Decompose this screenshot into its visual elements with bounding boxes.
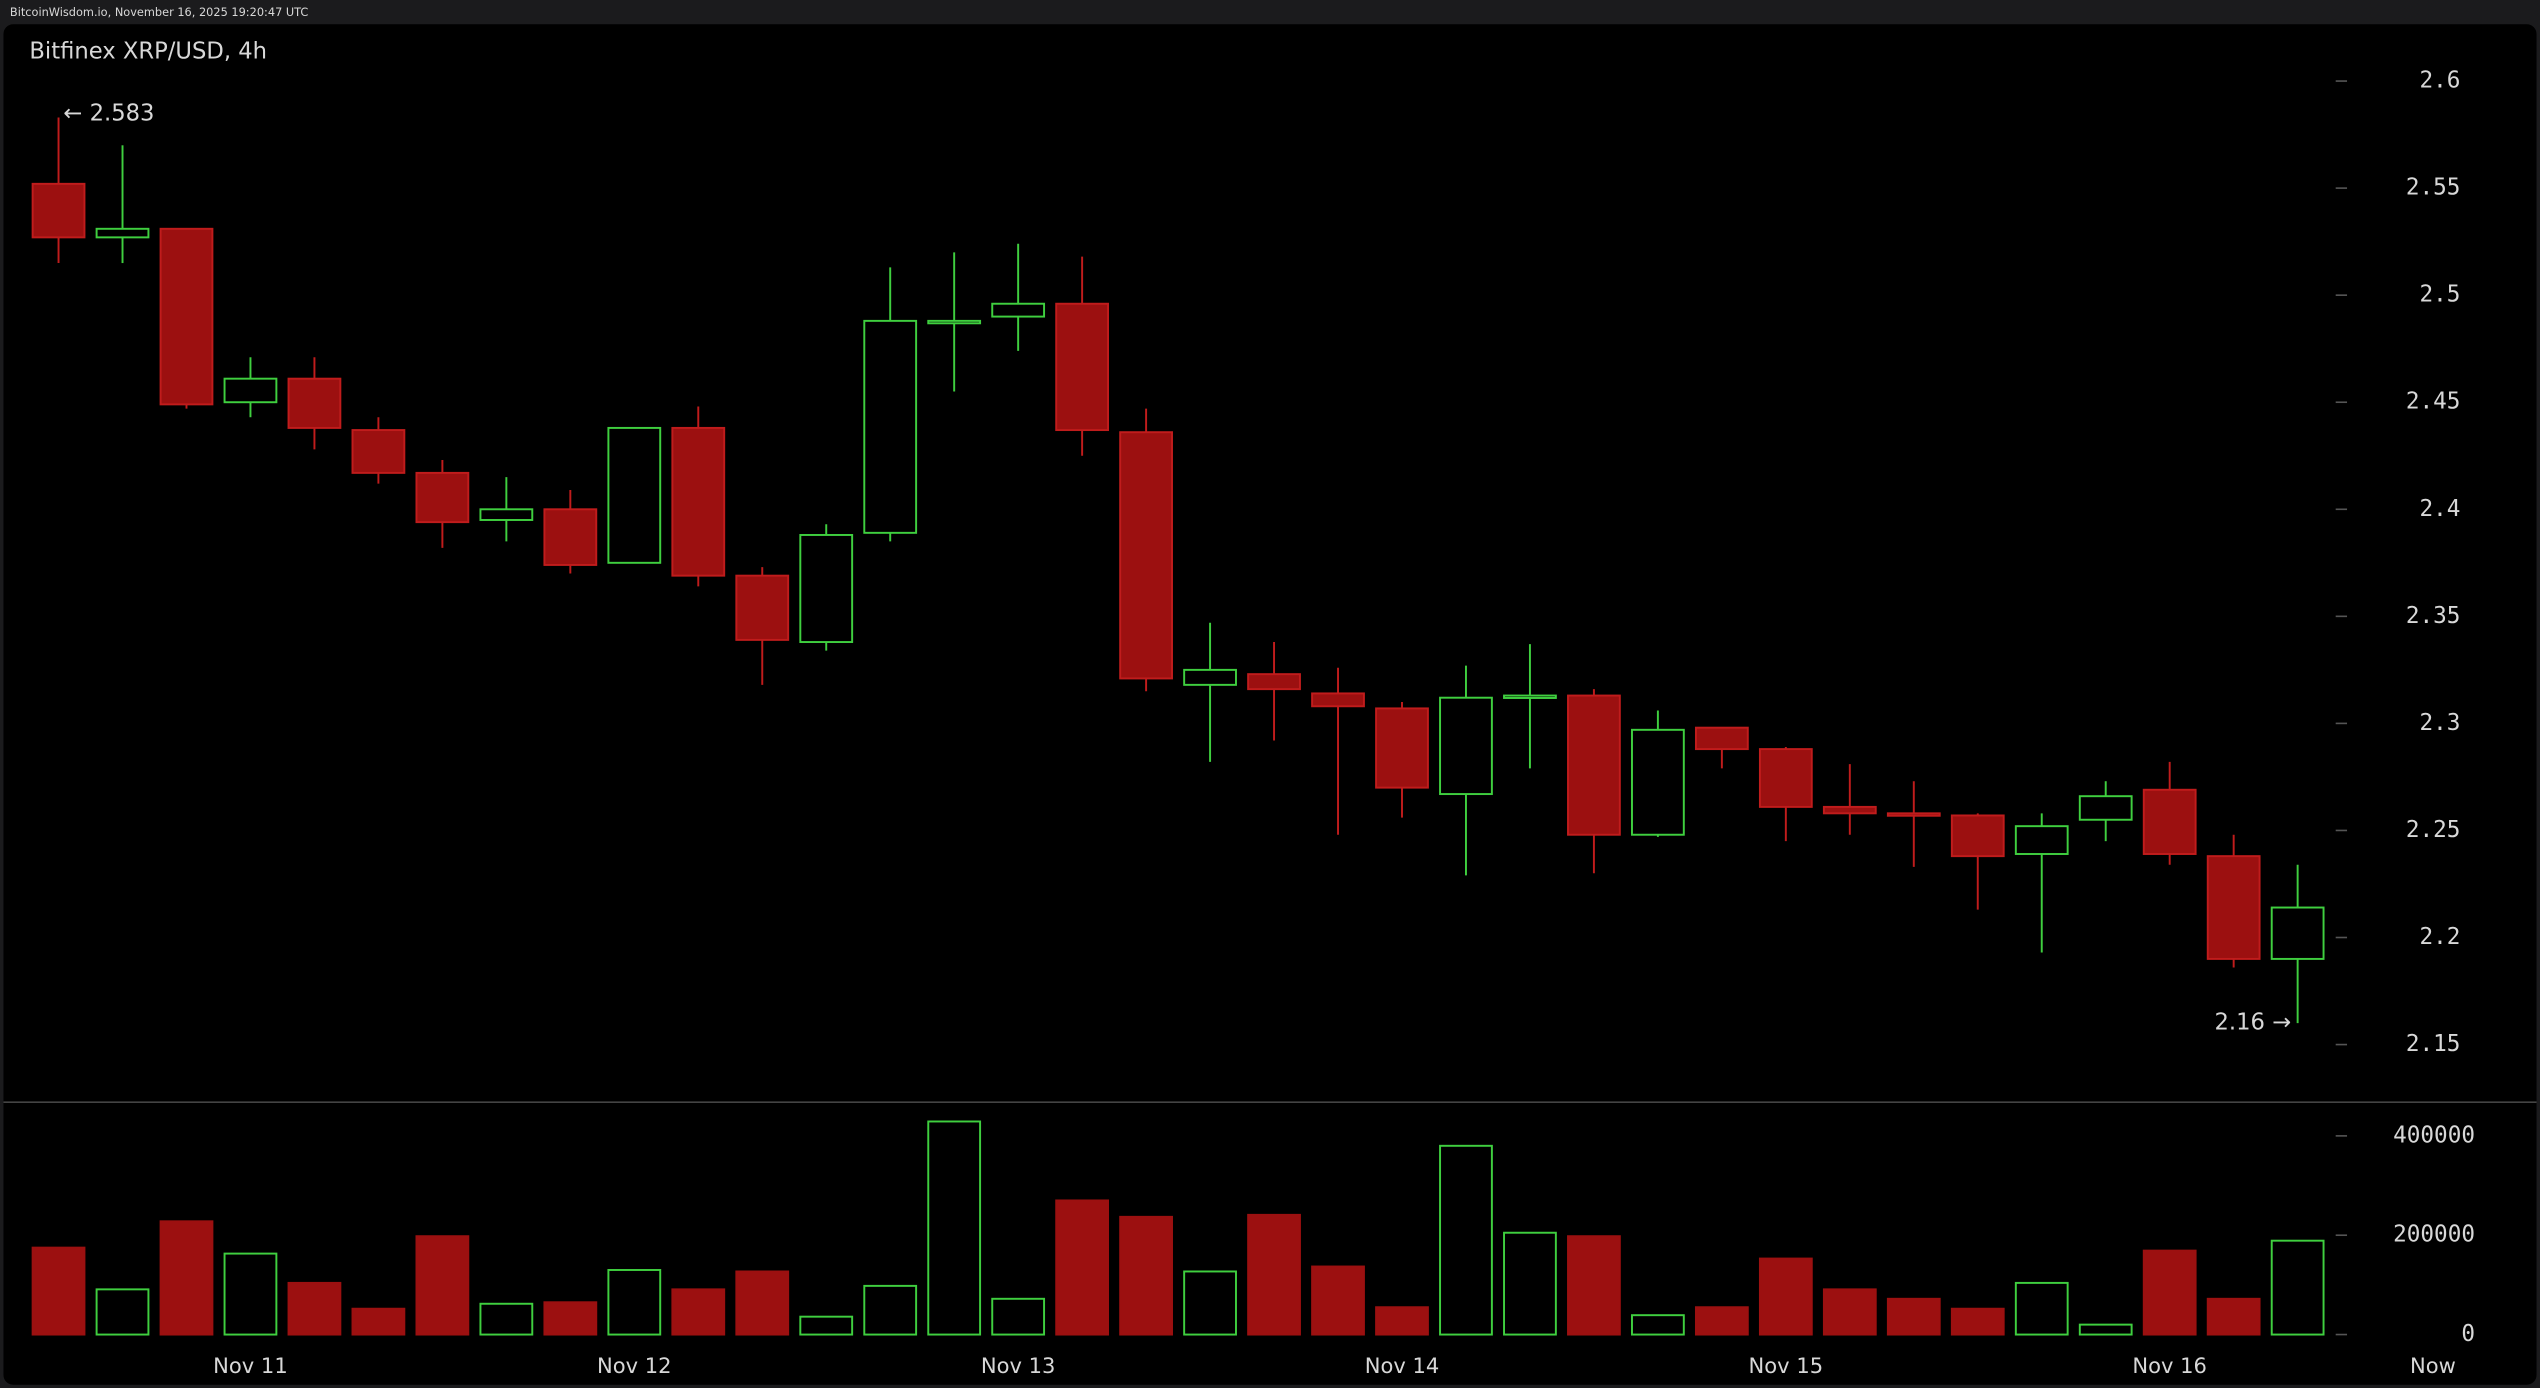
- candle-body: [1758, 748, 1813, 808]
- volume-bar: [287, 1281, 342, 1336]
- candle-body: [95, 227, 150, 239]
- candle-body: [223, 377, 278, 404]
- volume-bar: [799, 1315, 854, 1336]
- candle-body: [735, 574, 790, 641]
- candle-body: [1439, 696, 1493, 796]
- volume-bar: [671, 1288, 726, 1336]
- volume-tick-label: 200000: [2393, 1222, 2475, 1248]
- volume-bar: [991, 1297, 1046, 1336]
- candle-body: [1311, 692, 1365, 708]
- candle-body: [479, 508, 534, 521]
- y-tick-label: 2.45: [2406, 389, 2461, 415]
- candle-body: [799, 534, 854, 644]
- volume-bar: [31, 1246, 86, 1336]
- chart-title: Bitfinex XRP/USD, 4h: [29, 38, 267, 64]
- volume-bar: [1503, 1231, 1557, 1336]
- candle-body: [1119, 431, 1173, 680]
- y-tick-label: 2.4: [2419, 496, 2460, 522]
- volume-bar: [2142, 1249, 2197, 1336]
- candle-body: [1055, 302, 1110, 432]
- candle-body: [543, 508, 598, 566]
- candle-body: [1247, 673, 1301, 691]
- volume-bar: [543, 1301, 598, 1336]
- chart-panel: [3, 24, 2537, 1385]
- volume-bar: [1886, 1297, 1941, 1336]
- volume-bar: [95, 1288, 150, 1336]
- candle-body: [159, 227, 214, 406]
- y-tick-label: 2.35: [2406, 603, 2461, 629]
- volume-bar: [479, 1302, 534, 1336]
- volume-bar: [1183, 1270, 1237, 1336]
- volume-bar: [1950, 1307, 2005, 1336]
- y-tick-label: 2.6: [2419, 68, 2460, 94]
- candle-body: [671, 426, 726, 577]
- candle-body: [1631, 728, 1685, 836]
- volume-bar: [863, 1284, 918, 1336]
- volume-tick-label: 400000: [2393, 1122, 2475, 1148]
- candle-body: [927, 319, 982, 325]
- candle-body: [2270, 906, 2325, 960]
- y-tick-label: 2.15: [2406, 1031, 2461, 1057]
- volume-bar: [2014, 1281, 2069, 1336]
- candle-body: [1503, 694, 1557, 699]
- volume-bar: [2270, 1239, 2325, 1336]
- volume-bar: [1311, 1265, 1365, 1336]
- candle-body: [1886, 812, 1941, 817]
- volume-bar: [1055, 1199, 1110, 1336]
- candle-body: [1183, 668, 1237, 686]
- x-tick-label: Nov 14: [1365, 1353, 1440, 1378]
- volume-bar: [607, 1269, 662, 1336]
- y-tick-label: 2.3: [2419, 710, 2460, 736]
- candle-body: [415, 471, 470, 524]
- y-tick-label: 2.5: [2419, 282, 2460, 308]
- candle-body: [1567, 694, 1621, 836]
- x-tick-label: Nov 12: [597, 1353, 672, 1378]
- volume-bar: [351, 1307, 406, 1336]
- volume-bar: [159, 1220, 214, 1336]
- volume-bar: [1439, 1144, 1493, 1336]
- candle-body: [2014, 825, 2069, 855]
- annotation: ← 2.583: [63, 101, 154, 127]
- candle-body: [2142, 788, 2197, 855]
- candle-body: [2078, 795, 2133, 821]
- candle-body: [287, 377, 342, 429]
- volume-bar: [415, 1235, 470, 1336]
- candle-body: [607, 426, 662, 564]
- volume-bar: [1758, 1257, 1813, 1336]
- candle-body: [863, 319, 918, 534]
- volume-bar: [1567, 1235, 1621, 1336]
- y-tick-label: 2.55: [2406, 175, 2461, 201]
- candle-body: [1694, 726, 1749, 751]
- x-tick-label: Nov 15: [1749, 1353, 1824, 1378]
- y-tick-label: 2.2: [2419, 924, 2460, 950]
- volume-bar: [1694, 1306, 1749, 1336]
- volume-bar: [2078, 1323, 2133, 1336]
- candle-body: [1375, 707, 1429, 789]
- annotation: 2.16 →: [2215, 1010, 2292, 1036]
- y-tick-label: 2.25: [2406, 817, 2461, 843]
- volume-tick-label: 0: [2461, 1321, 2475, 1347]
- candle-body: [2206, 855, 2261, 960]
- volume-bar: [1822, 1288, 1877, 1336]
- candle-body: [1822, 805, 1877, 815]
- candle-body: [1950, 814, 2005, 858]
- candle-body: [351, 429, 406, 474]
- x-tick-label: Nov 16: [2132, 1353, 2207, 1378]
- x-tick-label: Nov 11: [213, 1353, 288, 1378]
- x-tick-label: Nov 13: [981, 1353, 1056, 1378]
- volume-bar: [927, 1120, 982, 1336]
- volume-bar: [1631, 1314, 1685, 1336]
- volume-bar: [223, 1252, 278, 1336]
- candle-body: [31, 182, 86, 239]
- volume-bar: [1375, 1306, 1429, 1336]
- volume-bar: [2206, 1297, 2261, 1336]
- volume-bar: [735, 1270, 790, 1336]
- header: BitcoinWisdom.io, November 16, 2025 19:2…: [10, 5, 308, 19]
- volume-bar: [1119, 1215, 1173, 1336]
- x-end-label: Now: [2410, 1353, 2456, 1378]
- candle-body: [991, 302, 1046, 318]
- volume-bar: [1247, 1213, 1301, 1336]
